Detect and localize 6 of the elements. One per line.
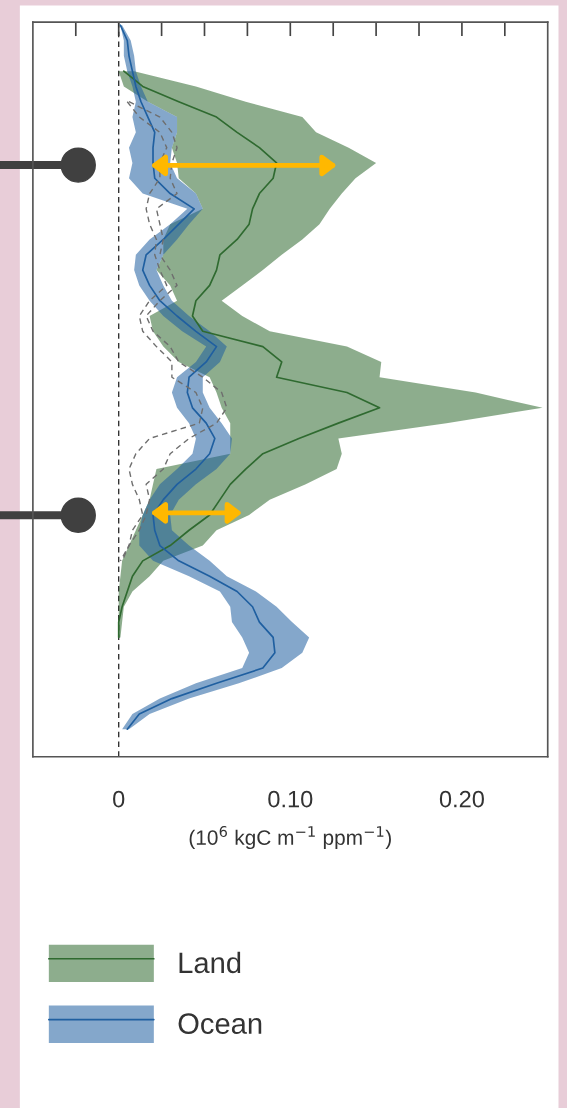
- legend-label: Ocean: [178, 1013, 262, 1035]
- x-tick-label: 0.20: [439, 790, 484, 808]
- x-tick-label: 0.10: [268, 790, 313, 808]
- x-tick-label: 0: [113, 790, 125, 808]
- legend-label: Land: [179, 951, 241, 974]
- x-axis-title: (10$^{6}$ kgC m$^{−1}$ ppm$^{−1}$): [189, 826, 391, 850]
